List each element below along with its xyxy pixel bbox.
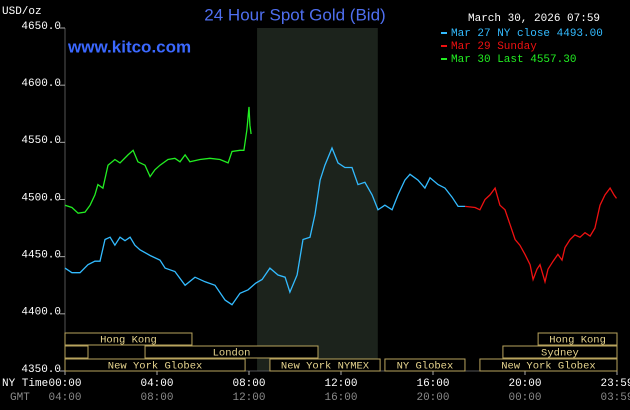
y-tick-label: 4350.0	[21, 364, 61, 376]
session-label: London	[213, 347, 251, 359]
y-tick-label: 4500.0	[21, 192, 61, 204]
x-tick-label: 00:00	[48, 378, 81, 390]
y-tick-label: 4600.0	[21, 78, 61, 90]
x-tick-label: 08:00	[232, 378, 265, 390]
y-tick-label: 4650.0	[21, 21, 61, 33]
x-tick-label: 12:00	[324, 378, 357, 390]
session-box	[144, 345, 319, 359]
y-tick-label: 4550.0	[21, 135, 61, 147]
website: www.kitco.com	[67, 37, 191, 56]
session-box	[537, 332, 618, 346]
legend-label: Mar 29 Sunday	[451, 41, 537, 53]
session-label: Sydney	[541, 347, 579, 359]
session-label: New York Globex	[501, 360, 596, 372]
session-box	[64, 358, 246, 372]
gmt-tick-label: 04:00	[48, 392, 81, 404]
chart-title: 24 Hour Spot Gold (Bid)	[204, 5, 385, 24]
x-tick-label: 04:00	[140, 378, 173, 390]
session-box	[64, 332, 193, 346]
session-label: New York Globex	[108, 360, 203, 372]
session-label: NY Globex	[397, 360, 454, 372]
session-box	[384, 358, 466, 372]
x-tick-label: 23:59	[600, 378, 630, 390]
y-axis-label: USD/oz	[2, 6, 42, 18]
session-label: New York NYMEX	[281, 360, 370, 372]
timestamp: March 30, 2026 07:59	[468, 13, 600, 25]
gmt-tick-label: 20:00	[416, 392, 449, 404]
session-box	[269, 358, 381, 372]
gmt-tick-label: 03:59	[600, 392, 630, 404]
gmt-tick-label: 00:00	[508, 392, 541, 404]
series-line	[64, 106, 252, 214]
series-line	[64, 146, 465, 306]
legend-label: Mar 30 Last 4557.30	[451, 54, 576, 66]
y-tick-label: 4450.0	[21, 250, 61, 262]
series-line	[464, 186, 618, 285]
session-box	[502, 345, 618, 359]
x-tick-label: 20:00	[508, 378, 541, 390]
gmt-tick-label: 08:00	[140, 392, 173, 404]
gmt-tick-label: 16:00	[324, 392, 357, 404]
x-tick-label: 16:00	[416, 378, 449, 390]
legend-label: Mar 27 NY close 4493.00	[451, 28, 603, 40]
gmt-tick-label: 12:00	[232, 392, 265, 404]
session-label: Hong Kong	[549, 334, 606, 346]
y-tick-label: 4400.0	[21, 307, 61, 319]
x-row-label: NY Time	[2, 378, 48, 390]
x-row-label: GMT	[10, 392, 30, 404]
session-label: Hong Kong	[100, 334, 157, 346]
session-box	[479, 358, 618, 372]
session-box	[64, 345, 89, 359]
